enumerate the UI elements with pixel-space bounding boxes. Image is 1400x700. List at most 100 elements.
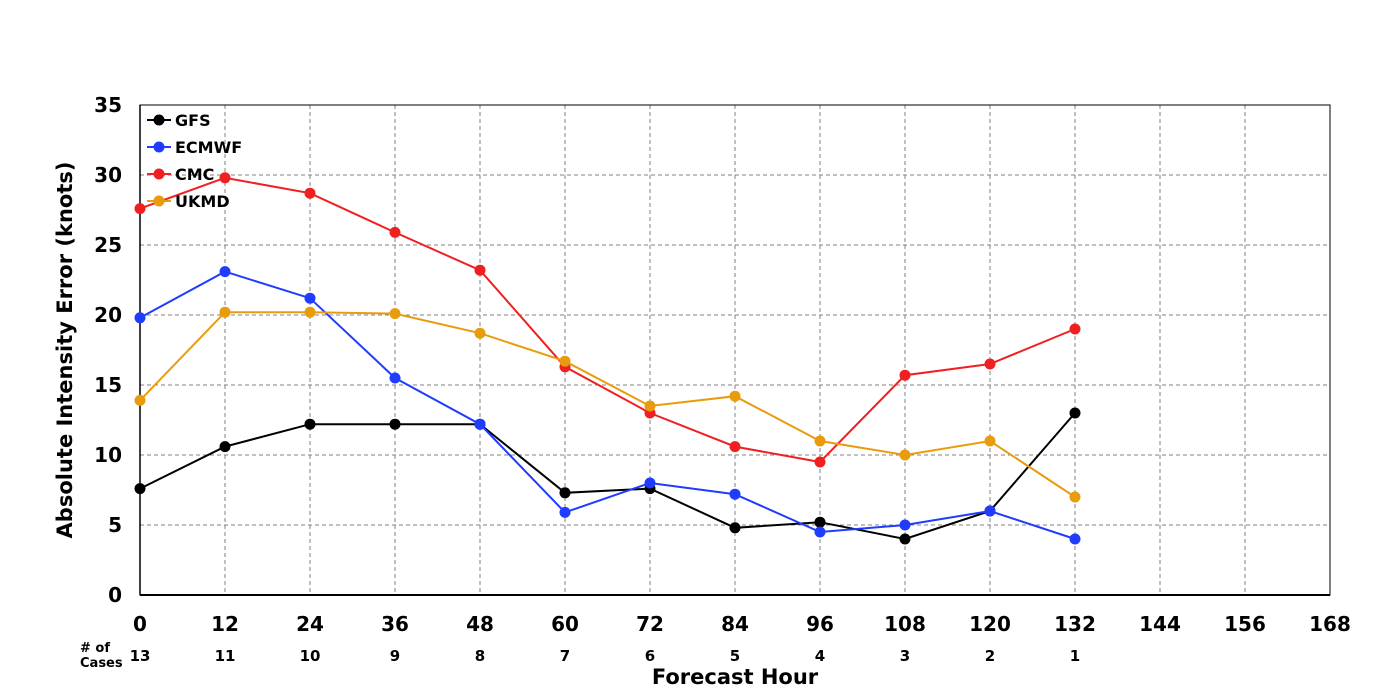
case-count: 6 bbox=[645, 647, 655, 665]
legend-label: UKMD bbox=[175, 192, 230, 211]
x-tick-label: 84 bbox=[721, 612, 749, 636]
y-tick-label: 15 bbox=[94, 373, 122, 397]
data-point-gfs bbox=[1069, 407, 1081, 419]
legend: GFS ECMWF CMC UKMD bbox=[147, 111, 242, 211]
x-tick-label: 60 bbox=[551, 612, 579, 636]
data-point-ecmwf bbox=[984, 505, 996, 517]
data-point-cmc bbox=[304, 187, 316, 199]
data-point-gfs bbox=[814, 516, 826, 528]
legend-label: GFS bbox=[175, 111, 211, 130]
data-point-ecmwf bbox=[219, 266, 231, 278]
case-count: 5 bbox=[730, 647, 740, 665]
x-tick-label: 168 bbox=[1309, 612, 1351, 636]
x-tick-label: 156 bbox=[1224, 612, 1266, 636]
cases-header: # of bbox=[80, 641, 110, 656]
cases-header: Cases bbox=[80, 656, 123, 671]
data-point-gfs bbox=[899, 533, 911, 545]
y-tick-label: 20 bbox=[94, 303, 122, 327]
data-point-ukmd bbox=[984, 435, 996, 447]
case-count: 1 bbox=[1070, 647, 1080, 665]
data-point-ecmwf bbox=[644, 477, 656, 489]
case-count: 7 bbox=[560, 647, 570, 665]
data-point-cmc bbox=[899, 369, 911, 381]
data-point-ukmd bbox=[474, 327, 486, 339]
tick-labels: 0 12 24 36 48 60 72 84 96 108 120 132 144 156 168 0 5 10 1… bbox=[94, 93, 1351, 636]
data-point-cmc bbox=[984, 358, 996, 370]
x-tick-label: 120 bbox=[969, 612, 1011, 636]
series-line-gfs bbox=[139, 412, 1076, 541]
data-point-ukmd bbox=[729, 390, 741, 402]
series-line-ukmd bbox=[139, 311, 1076, 498]
case-count: 3 bbox=[900, 647, 910, 665]
case-count: 11 bbox=[215, 647, 236, 665]
x-tick-label: 12 bbox=[211, 612, 239, 636]
y-tick-label: 5 bbox=[108, 513, 122, 537]
x-tick-label: 132 bbox=[1054, 612, 1096, 636]
case-count: 13 bbox=[130, 647, 151, 665]
data-point-cmc bbox=[729, 441, 741, 453]
x-tick-label: 72 bbox=[636, 612, 664, 636]
x-tick-label: 96 bbox=[806, 612, 834, 636]
x-tick-label: 0 bbox=[133, 612, 147, 636]
grid-lines bbox=[140, 105, 1330, 595]
data-point-gfs bbox=[559, 487, 571, 499]
series-line-ecmwf bbox=[139, 270, 1076, 540]
data-point-ecmwf bbox=[134, 312, 146, 324]
y-tick-label: 0 bbox=[108, 583, 122, 607]
data-point-gfs bbox=[219, 441, 231, 453]
data-point-cmc bbox=[219, 172, 231, 184]
x-axis-title: Forecast Hour bbox=[652, 665, 819, 689]
y-tick-label: 25 bbox=[94, 233, 122, 257]
data-point-gfs bbox=[134, 483, 146, 495]
data-point-ecmwf bbox=[814, 526, 826, 538]
data-point-cmc bbox=[389, 226, 401, 238]
x-tick-label: 144 bbox=[1139, 612, 1181, 636]
data-point-ukmd bbox=[134, 394, 146, 406]
data-point-ecmwf bbox=[389, 372, 401, 384]
data-point-ukmd bbox=[219, 306, 231, 318]
data-point-gfs bbox=[389, 418, 401, 430]
data-point-gfs bbox=[304, 418, 316, 430]
x-tick-label: 24 bbox=[296, 612, 324, 636]
legend-label: ECMWF bbox=[175, 138, 242, 157]
data-point-cmc bbox=[1069, 323, 1081, 335]
data-point-ukmd bbox=[899, 449, 911, 461]
case-count: 9 bbox=[390, 647, 400, 665]
x-tick-label: 36 bbox=[381, 612, 409, 636]
y-axis-title: Absolute Intensity Error (knots) bbox=[53, 162, 77, 539]
legend-marker bbox=[153, 168, 165, 180]
y-tick-label: 10 bbox=[94, 443, 122, 467]
data-point-ukmd bbox=[1069, 491, 1081, 503]
data-point-ukmd bbox=[389, 308, 401, 320]
case-count: 8 bbox=[475, 647, 485, 665]
series-line-cmc bbox=[139, 176, 1076, 464]
data-point-ecmwf bbox=[729, 488, 741, 500]
axes bbox=[139, 105, 1330, 596]
data-point-ukmd bbox=[559, 355, 571, 367]
data-point-ecmwf bbox=[304, 292, 316, 304]
data-point-cmc bbox=[814, 456, 826, 468]
data-point-ukmd bbox=[304, 306, 316, 318]
data-point-ecmwf bbox=[1069, 533, 1081, 545]
legend-label: CMC bbox=[175, 165, 214, 184]
data-point-ukmd bbox=[814, 435, 826, 447]
case-count: 4 bbox=[815, 647, 825, 665]
legend-marker bbox=[153, 195, 165, 207]
data-point-cmc bbox=[134, 203, 146, 215]
case-count: 10 bbox=[300, 647, 321, 665]
data-point-ecmwf bbox=[559, 506, 571, 518]
legend-marker bbox=[153, 114, 165, 126]
data-point-cmc bbox=[474, 264, 486, 276]
data-point-ecmwf bbox=[474, 418, 486, 430]
case-count: 2 bbox=[985, 647, 995, 665]
data-point-ukmd bbox=[644, 400, 656, 412]
x-tick-label: 48 bbox=[466, 612, 494, 636]
series-group bbox=[134, 172, 1081, 545]
data-point-gfs bbox=[729, 522, 741, 534]
legend-marker bbox=[153, 141, 165, 153]
data-point-ecmwf bbox=[899, 519, 911, 531]
y-tick-label: 30 bbox=[94, 163, 122, 187]
y-tick-label: 35 bbox=[94, 93, 122, 117]
x-tick-label: 108 bbox=[884, 612, 926, 636]
